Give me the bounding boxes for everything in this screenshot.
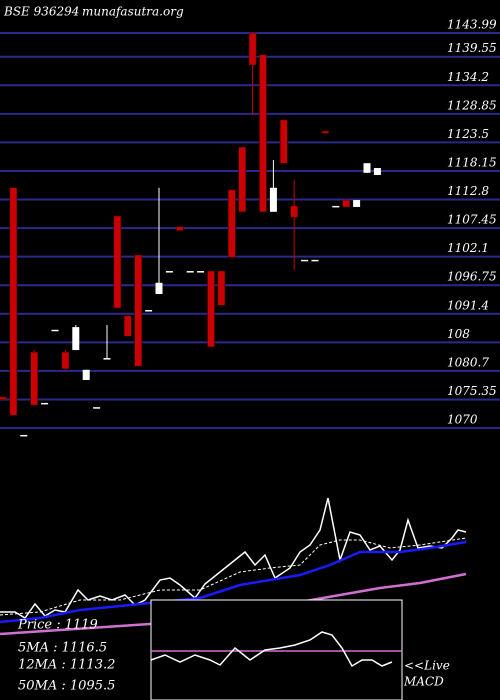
y-tick-label: 1118.15 xyxy=(447,155,497,169)
y-tick-label: 1134.2 xyxy=(447,70,489,84)
annotation: 12MA : 1113.2 xyxy=(18,658,115,673)
annotation: 5MA : 1116.5 xyxy=(18,641,107,656)
y-tick-label: 1102.1 xyxy=(447,241,489,255)
y-tick-label: 1091.4 xyxy=(447,298,489,312)
ma12-line xyxy=(0,540,467,624)
candle-body xyxy=(0,396,7,400)
candle-body xyxy=(20,434,28,437)
candle-body xyxy=(228,189,236,258)
y-tick-label: 1075.35 xyxy=(447,384,497,398)
candle-body xyxy=(103,358,111,360)
macd-box xyxy=(150,599,403,700)
annotation: 50MA : 1095.5 xyxy=(18,679,115,694)
ma5-line xyxy=(0,537,467,616)
chart-title: BSE 936294 xyxy=(3,5,79,19)
candle-body xyxy=(311,259,319,262)
candle-body xyxy=(207,270,215,348)
y-tick-label: 1107.45 xyxy=(447,213,497,227)
y-tick-label: 1080.7 xyxy=(447,355,489,369)
candle-body xyxy=(332,205,340,208)
candle-body xyxy=(197,271,205,273)
candle-body xyxy=(259,54,267,213)
y-tick-label: 1143.99 xyxy=(447,18,497,32)
candle-body xyxy=(269,187,277,212)
candle-body xyxy=(155,282,163,295)
candle-body xyxy=(30,351,38,406)
candle-body xyxy=(124,315,132,337)
candle-body xyxy=(217,270,226,306)
candle-body xyxy=(113,215,122,309)
indicator-lines xyxy=(0,497,467,700)
candle-body xyxy=(176,226,184,231)
annotation: MACD xyxy=(403,675,444,689)
chart-subtitle: munafasutra.org xyxy=(82,5,184,19)
candle-body xyxy=(238,146,246,213)
candle-body xyxy=(41,402,49,405)
candle-body xyxy=(290,205,298,218)
y-tick-label: 1112.8 xyxy=(447,184,489,198)
macd-line xyxy=(150,631,393,668)
y-tick-label: 1070 xyxy=(447,413,478,427)
candle-body xyxy=(61,351,70,369)
candle-body xyxy=(301,259,309,262)
candle-body xyxy=(186,271,194,273)
candle-body xyxy=(51,329,59,332)
candle-body xyxy=(363,163,371,173)
candle-body xyxy=(134,254,142,367)
candle-body xyxy=(93,407,101,409)
y-tick-label: 1096.75 xyxy=(447,270,497,284)
y-tick-label: 1123.5 xyxy=(447,127,489,141)
candle-body xyxy=(373,168,381,175)
candle-body xyxy=(248,32,257,66)
candle-body xyxy=(280,119,288,164)
candle-body xyxy=(353,200,361,207)
annotation: <<Live xyxy=(404,659,450,673)
y-tick-label: 1128.85 xyxy=(447,98,497,112)
y-tick-label: 108 xyxy=(447,327,470,341)
candle-body xyxy=(165,271,173,273)
y-tick-label: 1139.55 xyxy=(447,41,497,55)
candle-body xyxy=(9,187,18,416)
candle-body xyxy=(145,310,153,312)
candle-body xyxy=(342,199,350,208)
candle-body xyxy=(72,327,80,351)
annotation: Price : 1119 xyxy=(17,618,98,633)
candle-body xyxy=(82,369,90,380)
candle-body xyxy=(321,130,330,134)
